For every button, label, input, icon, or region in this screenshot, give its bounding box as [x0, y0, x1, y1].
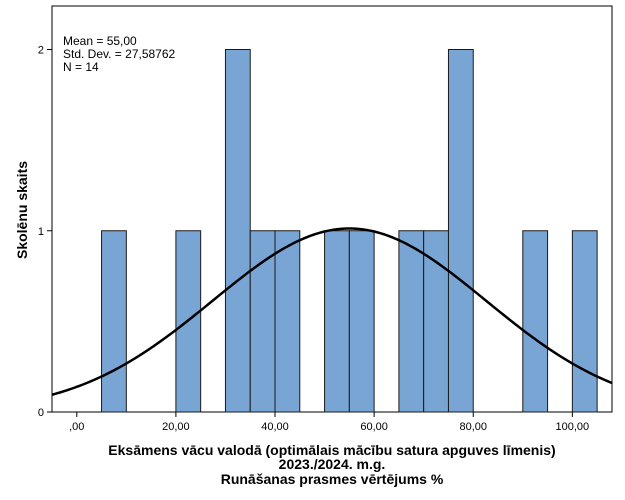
x-axis-title-line1: Eksāmens vācu valodā (optimālais mācību … [108, 442, 556, 458]
x-tick-label: ,00 [69, 421, 84, 433]
histogram-bar [348, 230, 375, 413]
x-tick-label: 100,00 [556, 421, 590, 433]
y-axis-title: Skolēnu skaits [14, 160, 30, 260]
histogram-bar [571, 230, 598, 413]
x-axis: ,00 20,00 40,00 60,00 80,00 100,00 [69, 412, 589, 433]
x-tick-label: 40,00 [261, 421, 289, 433]
x-tick-label: 60,00 [360, 421, 388, 433]
histogram-bar [101, 230, 127, 413]
y-tick-label: 2 [38, 45, 44, 57]
x-tick-label: 20,00 [162, 421, 190, 433]
histogram-bar [423, 230, 449, 413]
histogram-bar [398, 230, 425, 413]
stats-std-dev: Std. Dev. = 27,58762 [63, 47, 176, 61]
stats-mean: Mean = 55,00 [63, 34, 137, 48]
y-tick-label: 1 [38, 226, 44, 238]
y-axis: 0 1 2 [38, 45, 52, 419]
x-axis-title-line2: 2023./2024. m.g. [278, 456, 386, 472]
x-tick-label: 80,00 [459, 421, 487, 433]
histogram-bar [249, 230, 276, 413]
stats-box: Mean = 55,00 Std. Dev. = 27,58762 N = 14 [63, 35, 175, 74]
stats-n: N = 14 [63, 60, 99, 74]
histogram-bar [447, 49, 474, 413]
histogram-bar [522, 230, 549, 413]
histogram-bars [101, 49, 598, 413]
histogram-bar [224, 49, 251, 413]
histogram-bar [324, 230, 350, 413]
normal-curve [51, 227, 613, 396]
y-tick-label: 0 [38, 407, 44, 419]
x-axis-title-line3: Runāšanas prasmes vērtējums % [220, 471, 444, 487]
histogram-bar [274, 230, 301, 413]
